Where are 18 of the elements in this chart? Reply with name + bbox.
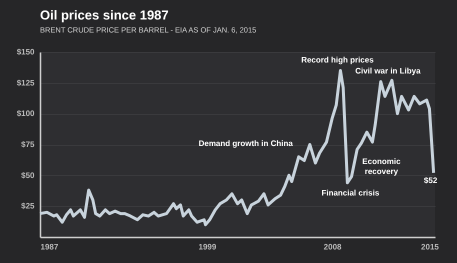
y-tick-label: $125 — [16, 78, 36, 88]
line-series — [38, 69, 436, 226]
y-tick-label: $50 — [21, 170, 36, 180]
chart-title: Oil prices since 1987 — [40, 8, 169, 22]
annotation: Economic recovery — [362, 157, 402, 176]
y-tick-label: $75 — [21, 140, 36, 149]
x-tick-label: 2015 — [421, 242, 440, 252]
y-tick-label: $150 — [16, 48, 36, 56]
y-tick-label: $100 — [16, 109, 36, 118]
annotation: Civil war in Libya — [355, 66, 422, 76]
annotation: Financial crisis — [321, 188, 380, 198]
x-tick-label: 1987 — [40, 242, 59, 252]
x-tick-label: 2008 — [324, 242, 342, 252]
annotation: $52 — [424, 176, 438, 185]
y-tick-label: $25 — [21, 202, 36, 211]
x-tick-label: 1999 — [198, 242, 217, 252]
annotation: Record high prices — [301, 56, 374, 64]
annotation: Demand growth in China — [198, 138, 294, 148]
